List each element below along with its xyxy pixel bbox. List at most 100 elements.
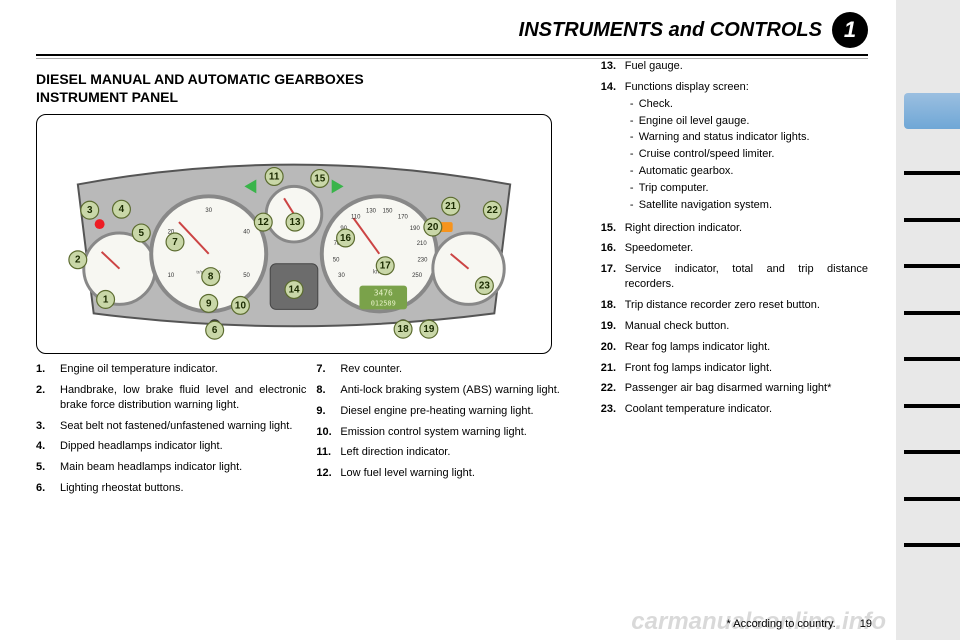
legend-item: 20.Rear fog lamps indicator light. [601, 340, 868, 355]
legend-item-number: 3. [36, 419, 60, 434]
legend-column-a: 1.Engine oil temperature indicator. 2.Han… [36, 362, 306, 502]
chapter-tab[interactable] [904, 93, 960, 129]
legend-item: 12.Low fuel level warning light. [316, 466, 586, 481]
legend-item-number: 4. [36, 439, 60, 454]
svg-text:250: 250 [412, 273, 423, 279]
footnote-text: * According to country. [727, 618, 836, 630]
legend-item: 23.Coolant temperature indicator. [601, 402, 868, 417]
legend-item-text: Functions display screen:-Check.-Engine … [625, 80, 868, 215]
svg-text:4: 4 [119, 204, 125, 215]
legend-item-number: 5. [36, 460, 60, 475]
instrument-panel-figure: 30507090110130150170190210230250km/h1020… [36, 114, 552, 354]
svg-text:15: 15 [314, 173, 326, 184]
svg-text:7: 7 [172, 237, 178, 248]
legend-item: 2.Handbrake, low brake fluid level and e… [36, 383, 306, 413]
svg-text:150: 150 [383, 209, 394, 215]
dash-icon: - [625, 114, 639, 129]
legend-item-number: 9. [316, 404, 340, 419]
svg-text:13: 13 [289, 217, 301, 228]
legend-item-text: Seat belt not fastened/unfastened warnin… [60, 419, 306, 434]
legend-item: 18.Trip distance recorder zero reset but… [601, 298, 868, 313]
svg-text:22: 22 [487, 205, 499, 216]
legend-subitem: -Warning and status indicator lights. [625, 130, 868, 145]
legend-column-b: 7.Rev counter.8.Anti-lock braking system… [316, 362, 586, 502]
chapter-tab[interactable] [904, 543, 960, 547]
legend-subitem-text: Trip computer. [639, 181, 868, 196]
svg-text:3476: 3476 [374, 288, 393, 297]
right-column-legend: 13.Fuel gauge.14.Functions display scree… [597, 59, 868, 502]
svg-text:6: 6 [212, 325, 218, 336]
legend-item-text: Main beam headlamps indicator light. [60, 460, 306, 475]
legend-item-text: Diesel engine pre-heating warning light. [340, 404, 586, 419]
legend-item: 9.Diesel engine pre-heating warning ligh… [316, 404, 586, 419]
figure-legend-columns: 1.Engine oil temperature indicator. 2.Han… [36, 362, 587, 502]
legend-subitem: -Check. [625, 97, 868, 112]
legend-item: 13.Fuel gauge. [601, 59, 868, 74]
legend-subitem: -Engine oil level gauge. [625, 114, 868, 129]
legend-item-number: 7. [316, 362, 340, 377]
legend-item-number: 23. [601, 402, 625, 417]
svg-text:17: 17 [380, 261, 392, 272]
legend-item-number: 8. [316, 383, 340, 398]
legend-item: 11.Left direction indicator. [316, 445, 586, 460]
legend-item-text: Low fuel level warning light. [340, 466, 586, 481]
chapter-tab[interactable] [904, 171, 960, 175]
svg-text:11: 11 [269, 171, 280, 182]
legend-item-text: Lighting rheostat buttons. [60, 481, 306, 496]
svg-text:30: 30 [338, 273, 345, 279]
svg-text:230: 230 [418, 258, 429, 264]
legend-item-text: Engine oil temperature indicator. [60, 362, 306, 377]
legend-subitem-text: Engine oil level gauge. [639, 114, 868, 129]
chapter-tab[interactable] [904, 264, 960, 268]
legend-item-text: Speedometer. [625, 241, 868, 256]
legend-item-text: Service indicator, total and trip distan… [625, 262, 868, 292]
legend-item-number: 17. [601, 262, 625, 292]
manual-page: INSTRUMENTS and CONTROLS 1 DIESEL MANUAL… [0, 0, 896, 640]
svg-text:50: 50 [333, 258, 340, 264]
chapter-number-badge: 1 [832, 12, 868, 48]
legend-sublist: -Check.-Engine oil level gauge.-Warning … [625, 97, 868, 213]
legend-item-number: 1. [36, 362, 60, 377]
svg-text:16: 16 [340, 233, 352, 244]
chapter-tab[interactable] [904, 450, 960, 454]
page-header: INSTRUMENTS and CONTROLS 1 [36, 12, 868, 54]
legend-item-text: Left direction indicator. [340, 445, 586, 460]
chapter-tab[interactable] [904, 311, 960, 315]
legend-item: 22.Passenger air bag disarmed warning li… [601, 381, 868, 396]
legend-item-number: 18. [601, 298, 625, 313]
svg-text:21: 21 [445, 201, 457, 212]
content-area: DIESEL MANUAL AND AUTOMATIC GEARBOXES IN… [36, 59, 868, 502]
svg-text:130: 130 [366, 209, 377, 215]
legend-item-number: 13. [601, 59, 625, 74]
legend-item-text: Manual check button. [625, 319, 868, 334]
chapter-tab[interactable] [904, 404, 960, 408]
dash-icon: - [625, 164, 639, 179]
legend-item: 7.Rev counter. [316, 362, 586, 377]
svg-text:3: 3 [87, 205, 93, 216]
legend-item-number: 12. [316, 466, 340, 481]
legend-subitem: -Satellite navigation system. [625, 198, 868, 213]
svg-text:20: 20 [427, 222, 439, 233]
svg-text:23: 23 [479, 281, 491, 292]
chapter-tab[interactable] [904, 218, 960, 222]
legend-item-text: Passenger air bag disarmed warning light… [625, 381, 868, 396]
svg-text:40: 40 [243, 230, 250, 236]
legend-item: 14.Functions display screen:-Check.-Engi… [601, 80, 868, 215]
svg-text:19: 19 [423, 324, 435, 335]
legend-item: 1.Engine oil temperature indicator. [36, 362, 306, 377]
legend-subitem: -Automatic gearbox. [625, 164, 868, 179]
legend-item-number: 22. [601, 381, 625, 396]
svg-text:9: 9 [206, 298, 212, 309]
legend-item-text: Rev counter. [340, 362, 586, 377]
chapter-tab[interactable] [904, 357, 960, 361]
chapter-tab[interactable] [904, 497, 960, 501]
svg-text:14: 14 [288, 285, 300, 296]
svg-text:1: 1 [103, 294, 109, 305]
svg-text:190: 190 [410, 226, 421, 232]
legend-item: 10.Emission control system warning light… [316, 425, 586, 440]
legend-item: 6.Lighting rheostat buttons. [36, 481, 306, 496]
legend-item-number: 11. [316, 445, 340, 460]
legend-item: 16.Speedometer. [601, 241, 868, 256]
legend-item: 15.Right direction indicator. [601, 221, 868, 236]
left-column: DIESEL MANUAL AND AUTOMATIC GEARBOXES IN… [36, 59, 587, 502]
